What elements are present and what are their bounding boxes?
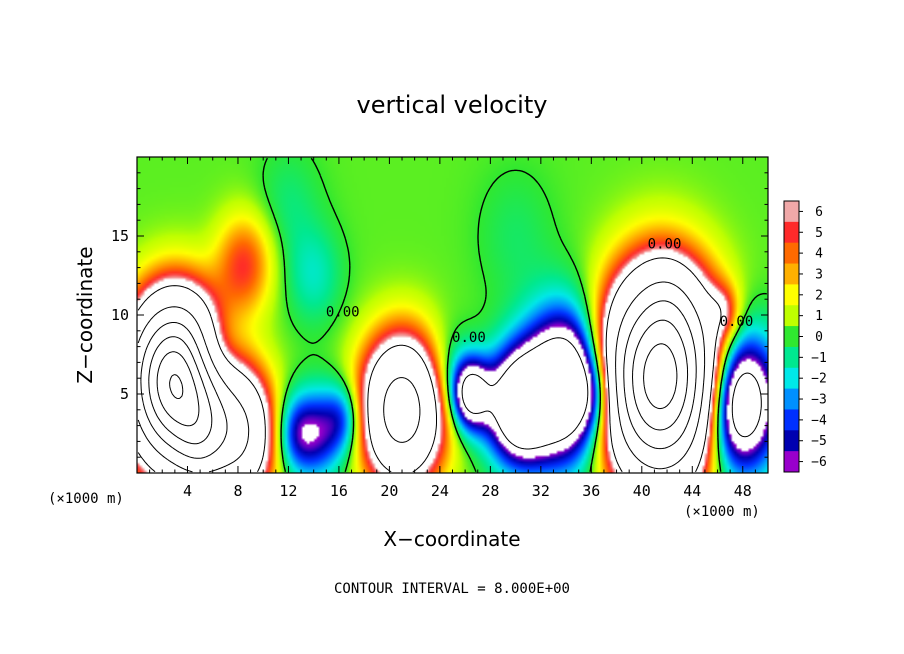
contour-line — [140, 300, 697, 459]
colorbar-swatch — [784, 451, 799, 473]
x-unit-label-left: (×1000 m) — [48, 491, 124, 507]
contour-line — [169, 374, 184, 399]
x-tick-label: 32 — [532, 482, 550, 500]
chart-title: vertical velocity — [357, 91, 548, 119]
contour-labels: 0.00 0.00 0.00 0.00 — [326, 237, 753, 346]
contour-line — [461, 337, 762, 450]
x-axis-title: X−coordinate — [383, 527, 520, 551]
colorbar-tick-label: −4 — [811, 413, 827, 428]
x-tick-label: 12 — [279, 482, 297, 500]
colorbar-swatch — [784, 326, 799, 348]
colorbar-swatch — [784, 305, 799, 327]
colorbar-tick-label: −6 — [811, 455, 827, 470]
colorbar-swatch — [784, 346, 799, 369]
colorbar-swatch — [784, 221, 799, 244]
contour-line — [148, 319, 689, 445]
colorbar-swatch — [784, 388, 799, 410]
y-axis-title: Z−coordinate — [73, 246, 97, 383]
colorbar-tick-label: 6 — [815, 205, 823, 220]
colorbar: 6 5 4 3 2 1 0 −1 −2 −3 −4 −5 −6 — [783, 200, 827, 473]
colorbar-tick-label: −1 — [811, 351, 827, 366]
contour-line — [137, 281, 706, 473]
colorbar-swatch — [784, 242, 799, 265]
contour-line — [262, 157, 767, 473]
contour-lines — [137, 157, 767, 473]
x-tick-label: 4 — [183, 482, 192, 500]
x-tick-label: 40 — [633, 482, 651, 500]
colorbar-swatch — [784, 430, 799, 452]
x-tick-label: 8 — [233, 482, 242, 500]
x-tick-label: 24 — [431, 482, 449, 500]
field-image — [137, 157, 768, 473]
x-tick-label: 20 — [380, 482, 398, 500]
colorbar-tick-label: 3 — [815, 267, 823, 282]
x-tick-label: 36 — [582, 482, 600, 500]
y-tick-label: 15 — [111, 227, 129, 245]
contour-label: 0.00 — [326, 305, 360, 321]
colorbar-tick-label: 0 — [815, 330, 823, 345]
colorbar-tick-label: 5 — [815, 226, 823, 241]
colorbar-swatch — [784, 409, 799, 431]
x-tick-label: 44 — [683, 482, 701, 500]
colorbar-tick-label: 1 — [815, 309, 823, 324]
colorbar-tick-label: −2 — [811, 372, 827, 387]
colorbar-tick-label: 2 — [815, 288, 823, 303]
plot-area: 0.000.000.000.00 4 8 12 16 20 24 28 32 36 40 44 485… — [111, 156, 769, 500]
colorbar-swatch — [784, 263, 799, 285]
colorbar-swatch — [784, 201, 799, 223]
x-tick-label: 28 — [481, 482, 499, 500]
colorbar-swatch — [784, 284, 799, 306]
contour-label: 0.00 — [648, 237, 682, 253]
contour-label: 0.00 — [720, 314, 754, 330]
y-tick-label: 5 — [120, 385, 129, 403]
colorbar-tick-label: −5 — [811, 434, 827, 449]
contour-label: 0.00 — [452, 330, 486, 346]
colorbar-swatch — [784, 367, 799, 390]
contour-line — [156, 343, 678, 427]
contour-interval-note: CONTOUR INTERVAL = 8.000E+00 — [334, 581, 570, 597]
x-unit-label-right: (×1000 m) — [684, 504, 760, 520]
contour-line — [137, 257, 722, 473]
x-tick-label: 16 — [330, 482, 348, 500]
x-tick-label: 48 — [734, 482, 752, 500]
colorbar-tick-label: 4 — [815, 247, 823, 262]
y-tick-label: 10 — [111, 306, 129, 324]
colorbar-tick-label: −3 — [811, 393, 827, 408]
